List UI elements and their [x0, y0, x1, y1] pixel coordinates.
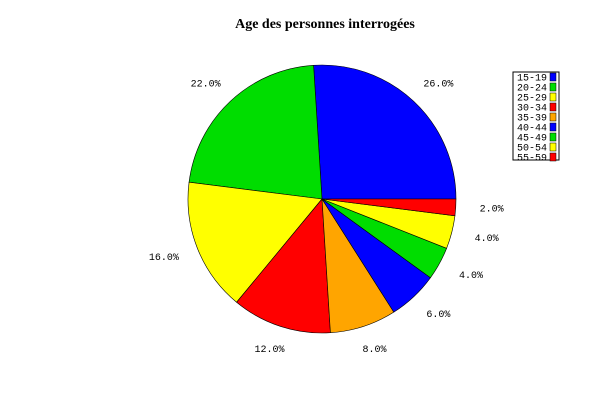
slice-label: 8.0% [363, 345, 387, 356]
legend-label: 45-49 [517, 134, 547, 145]
legend-swatch [549, 72, 557, 82]
slice-label: 2.0% [480, 205, 504, 216]
legend-swatch [549, 102, 557, 112]
pie-slice [188, 64, 323, 200]
pie-slice [187, 181, 323, 303]
legend-swatch [549, 132, 557, 142]
legend-label: 40-44 [517, 124, 547, 135]
slice-label: 22.0% [191, 79, 221, 90]
legend-swatch [549, 142, 557, 152]
legend-label: 55-59 [517, 154, 547, 165]
slice-label: 4.0% [475, 234, 499, 245]
legend-label: 35-39 [517, 114, 547, 125]
pie-slice [236, 198, 331, 334]
slice-label: 12.0% [254, 345, 284, 356]
legend-label: 15-19 [517, 74, 547, 85]
legend-label: 50-54 [517, 144, 547, 155]
chart-title: Age des personnes interrogées [235, 17, 415, 32]
legend-swatch [549, 112, 557, 122]
legend-label: 20-24 [517, 84, 547, 95]
legend-swatch [549, 122, 557, 132]
slice-label: 16.0% [149, 253, 179, 264]
legend-label: 25-29 [517, 94, 547, 105]
legend-swatch [549, 82, 557, 92]
slice-label: 6.0% [426, 310, 450, 321]
legend-swatch [549, 92, 557, 102]
slice-label: 26.0% [423, 79, 453, 90]
pie-slice [313, 64, 457, 200]
pie-slice [321, 198, 457, 217]
legend-swatch [549, 152, 557, 162]
slice-label: 4.0% [459, 271, 483, 282]
legend-label: 30-34 [517, 104, 547, 115]
